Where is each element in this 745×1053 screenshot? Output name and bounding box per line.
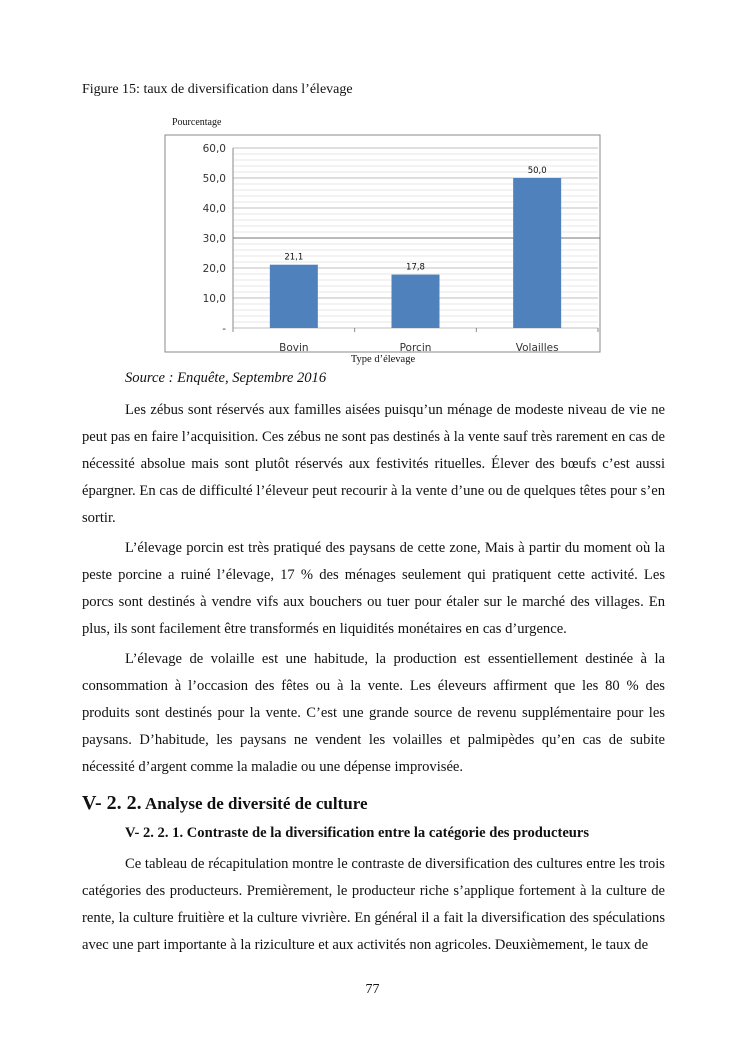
bar-chart: Pourcentage - 10,0 20,0 30,0 40,0 50,0 60,0 21,… <box>164 117 601 365</box>
x-tick-label: Volailles <box>516 342 559 354</box>
subsection-heading: V- 2. 2. 1. Contraste de la diversificat… <box>125 825 590 841</box>
bar-volailles <box>513 178 562 328</box>
y-tick-label: 50,0 <box>203 173 226 185</box>
paragraph: L’élevage de volaille est une habitude, … <box>82 651 665 775</box>
x-tick-label: Bovin <box>279 342 308 354</box>
page-number: 77 <box>365 982 380 997</box>
paragraph: Les zébus sont réservés aux familles ais… <box>82 402 665 526</box>
y-tick-label: 60,0 <box>203 143 226 155</box>
body-text-2: Ce tableau de récapitulation montre le c… <box>82 851 665 962</box>
y-tick-label: 30,0 <box>203 233 226 245</box>
bar-porcin <box>391 274 440 328</box>
source-note: Source : Enquête, Septembre 2016 <box>125 370 327 386</box>
body-text: Les zébus sont réservés aux familles ais… <box>82 397 665 784</box>
y-axis-label: Pourcentage <box>172 117 222 128</box>
figure-caption: Figure 15: taux de diversification dans … <box>82 82 353 97</box>
section-number: V- 2. 2. <box>82 792 142 814</box>
x-axis-label: Type d’élevage <box>351 354 416 365</box>
y-tick-label: - <box>222 323 226 335</box>
y-tick-label: 40,0 <box>203 203 226 215</box>
section-title: Analyse de diversité de culture <box>144 794 368 813</box>
data-label: 21,1 <box>284 253 303 263</box>
y-tick-label: 20,0 <box>203 263 226 275</box>
paragraph: L’élevage porcin est très pratiqué des p… <box>82 540 665 637</box>
data-label: 17,8 <box>406 263 425 273</box>
section-heading: V- 2. 2. Analyse de diversité de culture <box>82 792 368 815</box>
y-tick-label: 10,0 <box>203 293 226 305</box>
x-tick-label: Porcin <box>400 342 432 354</box>
bar-bovin <box>269 264 318 328</box>
paragraph: Ce tableau de récapitulation montre le c… <box>82 856 665 953</box>
data-label: 50,0 <box>528 166 547 176</box>
